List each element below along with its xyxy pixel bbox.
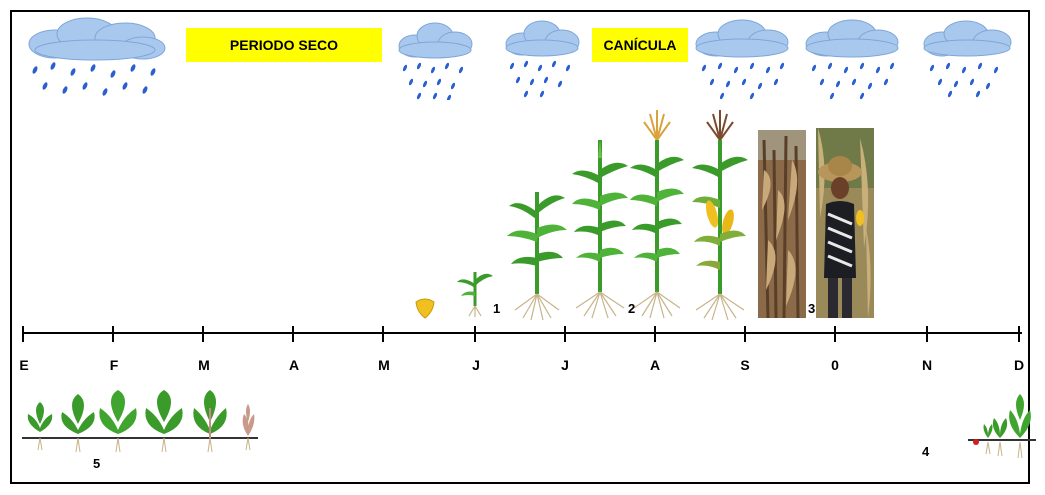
month-label: M — [378, 357, 390, 373]
month-label: F — [109, 357, 119, 373]
stage-number: 2 — [628, 301, 636, 316]
timeline-tick — [112, 326, 114, 342]
dry-period-banner: PERIODO SECO — [186, 28, 382, 62]
timeline-tick — [382, 326, 384, 342]
month-timeline — [22, 326, 1022, 342]
month-label: A — [649, 357, 661, 373]
timeline-tick — [292, 326, 294, 342]
maize-young-plant-icon — [507, 192, 567, 321]
maize-mature-plant-icon — [692, 110, 748, 321]
timeline-tick — [926, 326, 928, 342]
rain-cloud-icon — [805, 19, 899, 100]
timeline-tick — [22, 326, 24, 342]
stage-number: 5 — [93, 456, 101, 471]
month-label: N — [921, 357, 933, 373]
rain-cloud-icon — [505, 20, 580, 98]
month-label: J — [561, 357, 569, 373]
harvest-farmer-photo — [816, 128, 874, 318]
maize-seedling-icon — [457, 272, 493, 317]
timeline-tick — [654, 326, 656, 342]
timeline-tick — [1018, 326, 1020, 342]
timeline-tick — [834, 326, 836, 342]
month-label: S — [740, 357, 750, 373]
month-label: E — [19, 357, 29, 373]
month-label: A — [288, 357, 300, 373]
month-label: M — [198, 357, 210, 373]
stage-number: 4 — [922, 444, 930, 459]
maize-growing-plant-icon — [572, 140, 628, 319]
stage-number: 3 — [808, 301, 816, 316]
rain-cloud-icon — [398, 22, 473, 100]
maize-seed-icon — [415, 298, 435, 319]
month-label: D — [1013, 357, 1025, 373]
timeline-tick — [474, 326, 476, 342]
timeline-tick — [744, 326, 746, 342]
stage-number: 1 — [493, 301, 501, 316]
rain-cloud-icon — [695, 19, 789, 100]
maize-tasseling-plant-icon — [630, 110, 684, 319]
bean-seedling-row-icon — [968, 394, 1036, 459]
month-label: 0 — [831, 357, 839, 373]
rain-cloud-icon — [923, 20, 1012, 98]
month-label: J — [472, 357, 480, 373]
timeline-tick — [564, 326, 566, 342]
heat-wave-banner: CANÍCULA — [592, 28, 688, 62]
bean-plant-row-icon — [22, 390, 258, 453]
rain-cloud-icon — [28, 17, 166, 96]
dry-maize-field-photo — [758, 130, 806, 318]
timeline-axis — [22, 332, 1022, 334]
timeline-tick — [202, 326, 204, 342]
